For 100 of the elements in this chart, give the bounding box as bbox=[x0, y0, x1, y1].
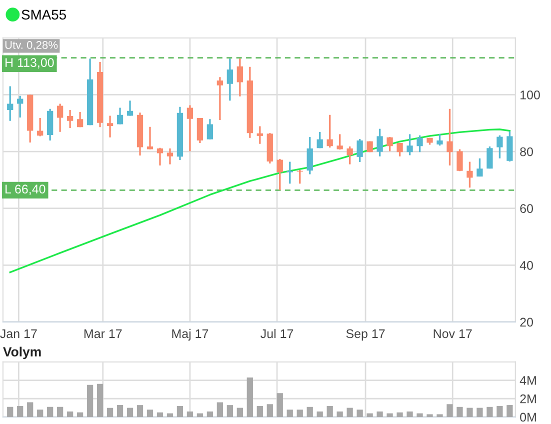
candlestick bbox=[186, 104, 194, 152]
candlestick bbox=[346, 146, 353, 166]
bar bbox=[126, 408, 134, 418]
bar bbox=[486, 406, 493, 418]
candlestick bbox=[236, 58, 243, 98]
bar bbox=[86, 384, 94, 418]
bar bbox=[216, 402, 224, 418]
bar bbox=[27, 402, 34, 418]
candlestick bbox=[376, 128, 383, 158]
bar bbox=[496, 406, 503, 418]
bar bbox=[296, 410, 303, 418]
candlestick bbox=[386, 136, 393, 152]
line-series bbox=[9, 128, 511, 274]
bar bbox=[306, 406, 313, 418]
candlestick bbox=[166, 148, 174, 166]
candlestick bbox=[406, 133, 413, 156]
bar bbox=[146, 410, 154, 418]
bar bbox=[406, 411, 413, 418]
candlestick bbox=[496, 134, 503, 160]
bar bbox=[416, 413, 423, 418]
bar bbox=[66, 411, 74, 418]
bar bbox=[276, 393, 283, 418]
bar bbox=[76, 412, 84, 418]
bar bbox=[506, 405, 513, 418]
y-tick-label: 0M bbox=[520, 412, 536, 422]
bar bbox=[256, 406, 263, 418]
ref-line-label: L 66,40 bbox=[6, 184, 46, 196]
bar bbox=[7, 406, 14, 418]
bar bbox=[96, 384, 104, 418]
x-tick-label: Sep 17 bbox=[346, 329, 385, 341]
candlestick bbox=[196, 117, 204, 144]
bar bbox=[376, 411, 383, 418]
bar bbox=[286, 410, 293, 418]
candlestick bbox=[106, 114, 114, 138]
bar bbox=[446, 404, 453, 418]
candlestick bbox=[216, 76, 224, 121]
bar bbox=[166, 413, 174, 418]
bar bbox=[356, 410, 363, 418]
bar bbox=[436, 414, 443, 418]
annotation: Utv. 0,28% bbox=[5, 41, 58, 50]
candlestick bbox=[356, 138, 363, 163]
candlestick bbox=[7, 85, 14, 122]
candlestick bbox=[316, 131, 323, 149]
bar bbox=[466, 408, 473, 418]
y-tick-label: 4M bbox=[520, 376, 536, 385]
bar bbox=[426, 414, 433, 418]
bar bbox=[266, 404, 273, 418]
bar bbox=[106, 408, 114, 418]
bar bbox=[366, 413, 373, 418]
candlestick bbox=[57, 102, 64, 133]
candlestick bbox=[456, 148, 463, 172]
y-tick-label: 100 bbox=[520, 90, 540, 100]
bar bbox=[37, 410, 44, 418]
bar bbox=[116, 405, 124, 418]
bar bbox=[386, 413, 393, 418]
candlestick bbox=[76, 111, 84, 128]
y-tick-label: 80 bbox=[520, 147, 533, 156]
candlestick bbox=[446, 108, 453, 166]
bar bbox=[236, 408, 243, 418]
candlestick bbox=[436, 133, 443, 146]
bar bbox=[206, 411, 214, 418]
x-tick-label: Jan 17 bbox=[0, 329, 37, 338]
y-tick-label: 2M bbox=[520, 394, 536, 404]
y-tick-label: 40 bbox=[520, 260, 533, 270]
bar bbox=[136, 405, 144, 418]
bar bbox=[316, 411, 323, 418]
bar bbox=[456, 406, 463, 418]
bar bbox=[336, 411, 343, 418]
candlestick bbox=[416, 134, 423, 153]
candlestick bbox=[37, 117, 44, 138]
candlestick bbox=[206, 118, 214, 140]
bar bbox=[326, 406, 333, 418]
candlestick bbox=[466, 160, 473, 188]
candlestick bbox=[306, 136, 313, 176]
candlestick bbox=[66, 109, 74, 129]
x-tick-label: Mar 17 bbox=[84, 329, 122, 338]
bar bbox=[396, 412, 403, 418]
x-tick-label: Jul 17 bbox=[260, 328, 294, 338]
candlestick bbox=[146, 126, 154, 150]
candlestick bbox=[156, 147, 164, 166]
bar bbox=[476, 408, 483, 418]
y-tick-label: 20 bbox=[520, 318, 533, 327]
bar bbox=[176, 406, 184, 418]
candlestick bbox=[396, 142, 403, 158]
candlestick bbox=[486, 146, 493, 170]
bar bbox=[57, 406, 64, 418]
candlestick bbox=[476, 158, 483, 178]
bar bbox=[346, 408, 353, 418]
bar bbox=[246, 378, 253, 418]
candlestick bbox=[116, 106, 124, 126]
x-tick-label: Nov 17 bbox=[434, 329, 472, 338]
candlestick bbox=[286, 160, 293, 184]
candlestick bbox=[17, 95, 24, 118]
candlestick bbox=[276, 158, 283, 192]
ref-line-label: H 113,00 bbox=[6, 58, 54, 68]
y-tick-label: 60 bbox=[520, 204, 533, 214]
candlestick bbox=[326, 114, 333, 148]
candlestick bbox=[336, 133, 343, 150]
candlestick bbox=[226, 58, 233, 102]
legend-label: SMA55 bbox=[22, 10, 66, 20]
